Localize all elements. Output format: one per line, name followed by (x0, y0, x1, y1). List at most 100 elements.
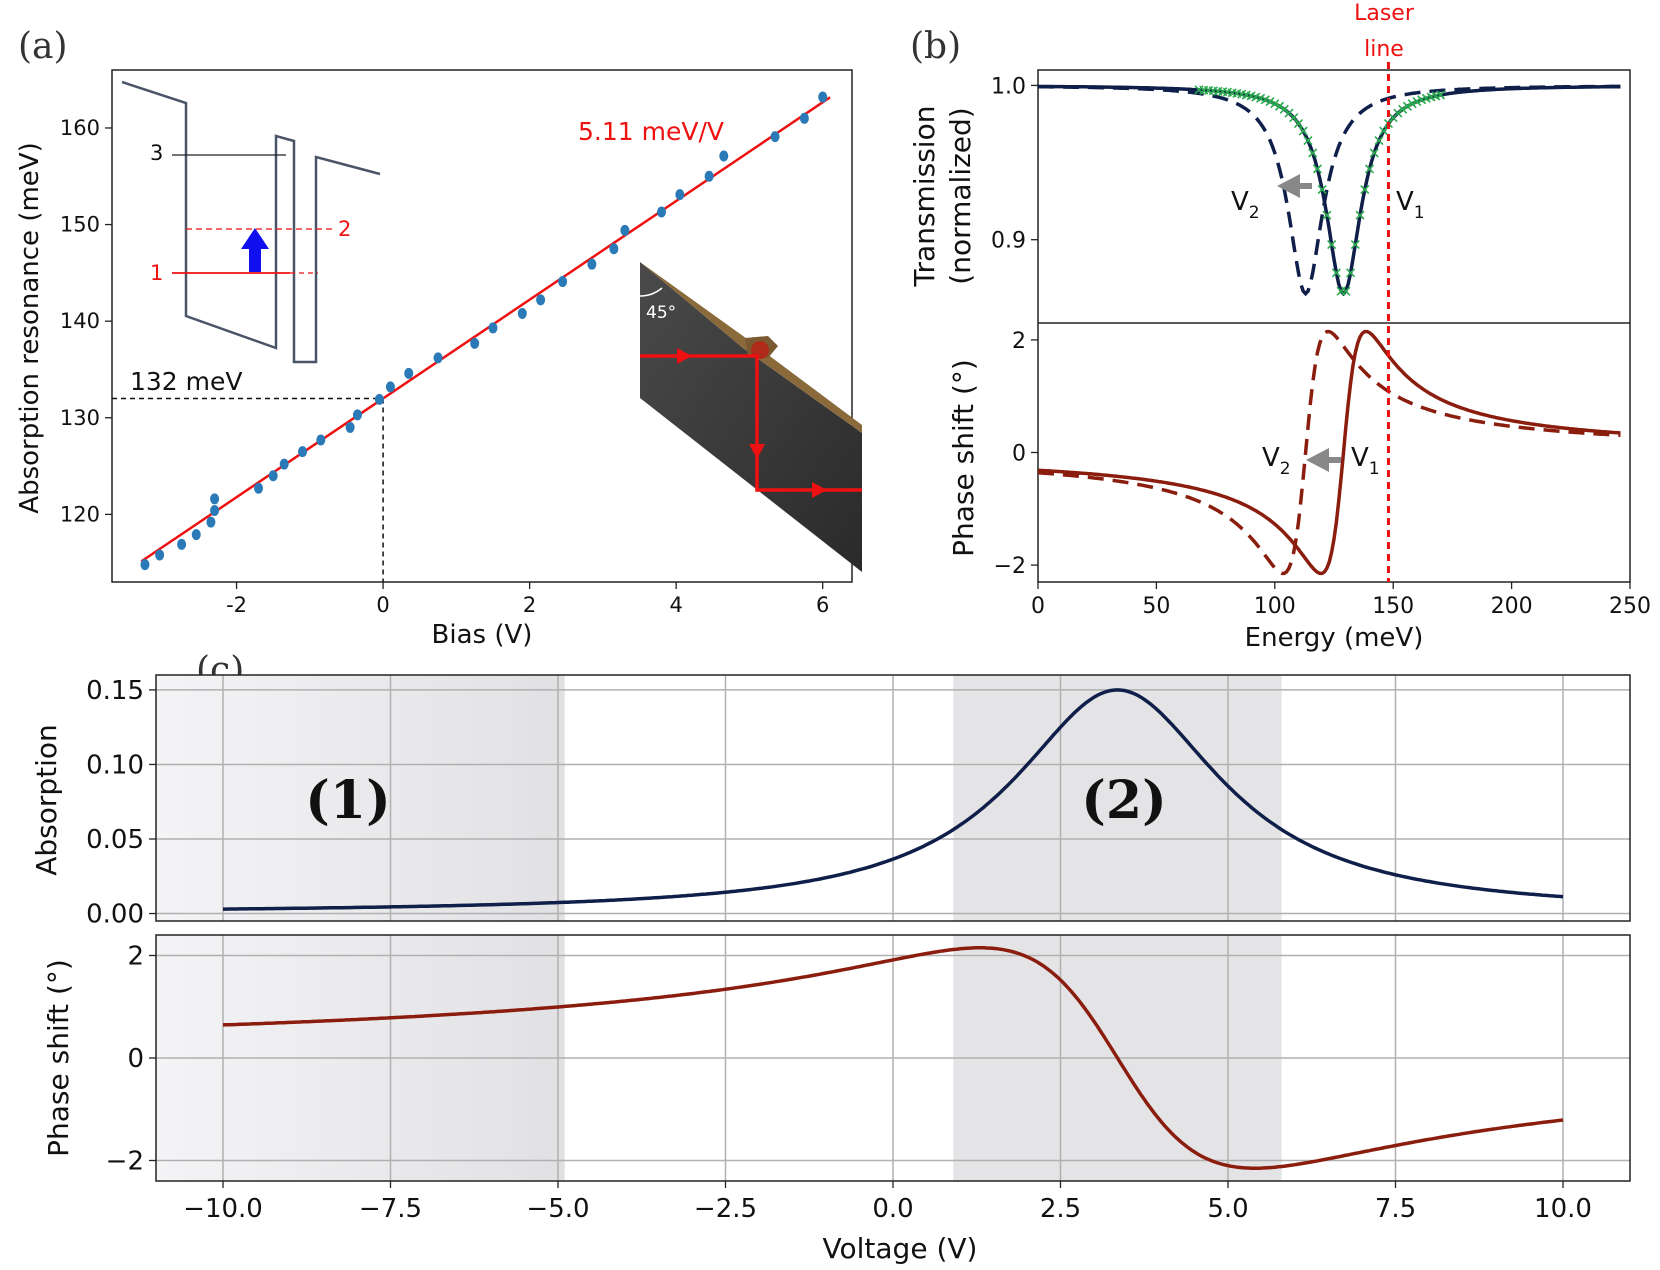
beam-arrow-3-icon (812, 482, 827, 498)
panel-c-top-frame (155, 674, 1631, 922)
data-points (140, 91, 828, 571)
data-point (374, 393, 384, 405)
x-tick-label: −10.0 (183, 1194, 263, 1224)
x-tick-label: 0 (1031, 594, 1045, 619)
x-tick-label: 100 (1254, 594, 1296, 619)
transmission-series (1037, 84, 1621, 297)
beam-arrow-1-icon (677, 348, 692, 364)
phase-curve-v2 (1037, 329, 1621, 576)
x-tick-label: 5.0 (1207, 1194, 1248, 1224)
data-point (433, 352, 443, 364)
data-point (488, 322, 498, 334)
y-tick-label: 0.10 (86, 750, 144, 780)
shaded-region (953, 675, 1282, 921)
y-tick-label: 0.05 (86, 825, 144, 855)
panel-c-grid (156, 675, 1630, 1181)
beam-path (640, 354, 862, 492)
panel-a-axes: -2 0 2 4 6 120 130 140 150 160 (60, 116, 829, 617)
y-tick-label: 140 (60, 309, 100, 333)
data-point (297, 446, 307, 458)
x-tick-label: 4 (669, 593, 682, 617)
marker-x (1369, 148, 1379, 158)
marker-x (1317, 184, 1327, 195)
y-tick-label: 150 (60, 213, 100, 237)
absorption-ylabel: Absorption (30, 724, 63, 876)
data-point (385, 381, 395, 393)
x-axis-label: Bias (V) (432, 620, 533, 650)
reference-lines (112, 397, 384, 582)
data-point (206, 516, 216, 528)
v1-label-bottom: V1 (1351, 443, 1380, 479)
marker-x (1364, 164, 1375, 174)
marker-x (1298, 126, 1308, 136)
v2-label-bottom: V2 (1262, 443, 1291, 479)
data-point (177, 538, 187, 550)
marker-x (1270, 99, 1280, 109)
conduction-band-edge (121, 80, 381, 364)
band-diagram-inset: 3 2 1 (121, 80, 381, 364)
data-point (818, 91, 828, 103)
marker-x (1303, 135, 1313, 146)
y-tick-label: 0 (127, 1044, 144, 1074)
data-point (140, 559, 150, 571)
shaded-region (156, 675, 565, 921)
y-tick-label: 160 (60, 116, 100, 140)
region-label-2: (2) (1081, 770, 1166, 831)
x-tick-label: 0 (376, 593, 389, 617)
panel-a-chart: -2 0 2 4 6 120 130 140 150 160 5.11 meV/V 132 meV… (15, 69, 862, 650)
marker-x (1308, 148, 1318, 158)
transmission-ylabel-line1: Transmission (908, 106, 941, 288)
data-point (558, 276, 568, 288)
voltage-xlabel: Voltage (V) (823, 1232, 978, 1265)
transmission-curve-v1 (1037, 84, 1621, 297)
data-point (470, 337, 480, 349)
data-point (254, 482, 264, 494)
data-point (316, 434, 326, 446)
shift-arrow-top-shaft (1298, 183, 1312, 189)
data-point (210, 493, 220, 505)
data-point (719, 150, 729, 162)
marker-x (1379, 126, 1389, 136)
marker-x (1346, 268, 1356, 278)
data-point (268, 470, 278, 482)
data-point (345, 421, 355, 433)
panel-c-chart: 0.00 0.05 0.10 0.15 −2 0 2 −10.0 −7.5 −5.0 −2.5 0.0… (30, 674, 1631, 1265)
data-point (352, 409, 362, 421)
x-tick-label: 150 (1372, 594, 1414, 619)
prism-inset: 45° (639, 262, 862, 572)
data-point (799, 112, 809, 124)
data-point (770, 131, 780, 143)
x-tick-label: 50 (1142, 594, 1170, 619)
region-label-1: (1) (305, 770, 390, 831)
marker-x (1412, 97, 1422, 107)
y-tick-label: −2 (994, 554, 1026, 579)
y-tick-label: 2 (1012, 329, 1026, 354)
marker-x (1355, 210, 1365, 220)
x-tick-label: 6 (816, 593, 829, 617)
angle-arc (639, 287, 663, 297)
reference-value-label: 132 meV (130, 367, 243, 396)
laser-label-line1: Laser (1354, 1, 1415, 26)
absorption-curve (223, 688, 1564, 911)
phase-series (1037, 329, 1621, 576)
data-point (704, 170, 714, 182)
marker-x (1350, 240, 1360, 250)
y-tick-label: 0.15 (86, 676, 144, 706)
y-tick-label: 2 (127, 942, 144, 972)
marker-x (1398, 104, 1408, 114)
v2-label-top: V2 (1231, 187, 1260, 223)
x-tick-label: −2.5 (694, 1194, 757, 1224)
marker-x (1374, 135, 1384, 146)
panel-c-axes: 0.00 0.05 0.10 0.15 −2 0 2 −10.0 −7.5 −5.0 −2.5 0.0… (86, 676, 1592, 1224)
marker-x (1331, 268, 1341, 278)
y-tick-label: 0.00 (86, 900, 144, 930)
marker-x (1327, 240, 1337, 250)
data-point (536, 294, 546, 306)
y-tick-label: −2 (106, 1147, 144, 1177)
energy-xlabel: Energy (meV) (1245, 623, 1424, 653)
laser-label-line2: line (1364, 37, 1404, 62)
phase-shift-curve (222, 946, 1564, 1170)
level-label-1: 1 (150, 261, 163, 285)
data-point (609, 243, 619, 255)
